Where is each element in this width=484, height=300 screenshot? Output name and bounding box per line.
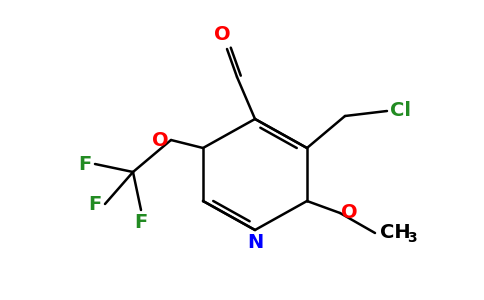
Text: O: O	[214, 26, 230, 44]
Text: Cl: Cl	[390, 101, 411, 121]
Text: F: F	[88, 194, 101, 214]
Text: F: F	[78, 154, 91, 173]
Text: N: N	[247, 233, 263, 253]
Text: O: O	[152, 130, 169, 149]
Text: O: O	[341, 203, 358, 223]
Text: F: F	[135, 212, 148, 232]
Text: 3: 3	[407, 231, 417, 245]
Text: CH: CH	[380, 224, 410, 242]
